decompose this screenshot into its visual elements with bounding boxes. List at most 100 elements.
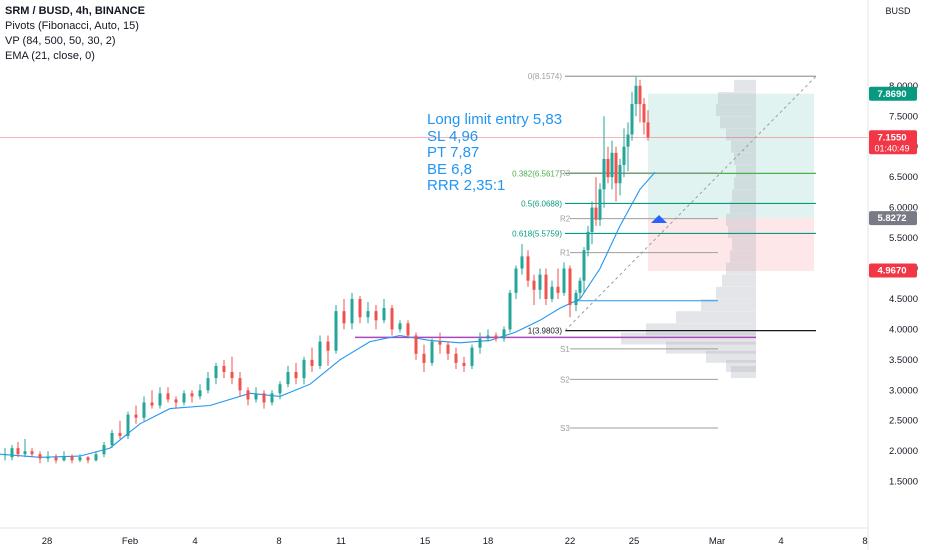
price-tick: 2.5000 — [889, 416, 918, 427]
annotation-pt: PT 7,87 — [427, 144, 480, 161]
candle-body — [430, 341, 434, 363]
candle-body — [182, 393, 186, 403]
fib-label: 0.382(6.5617) — [512, 169, 562, 178]
volume-bar — [732, 238, 756, 251]
candle-body — [544, 274, 548, 299]
candle-body — [538, 274, 542, 290]
time-tick: 11 — [336, 536, 346, 547]
position-boxes — [648, 93, 814, 271]
time-tick: 4 — [778, 536, 783, 547]
candle-body — [30, 451, 34, 455]
candle-body — [126, 414, 130, 436]
candle-body — [532, 280, 536, 290]
candle-body — [158, 393, 162, 406]
candle-body — [646, 122, 650, 138]
candle-body — [602, 158, 606, 190]
volume-bar — [646, 323, 756, 336]
time-tick: 15 — [420, 536, 431, 547]
candle-body — [382, 308, 386, 321]
ema-path — [0, 171, 656, 458]
volume-bar — [731, 140, 756, 153]
price-badge-value: 7.8690 — [877, 89, 906, 100]
chart-header: SRM / BUSD, 4h, BINANCE Pivots (Fibonacc… — [5, 4, 145, 64]
price-badge — [869, 211, 917, 226]
time-tick: 28 — [42, 536, 53, 547]
candle-body — [10, 448, 14, 458]
candle-body — [550, 286, 554, 299]
candle-body — [78, 457, 82, 461]
price-badge-value: 4.9670 — [877, 266, 906, 277]
candle-body — [302, 359, 306, 379]
candle-body — [568, 268, 572, 306]
volume-bar — [676, 311, 756, 324]
price-badge — [869, 130, 917, 155]
candle-body — [366, 311, 370, 318]
volume-bar — [701, 299, 756, 312]
volume-bar — [720, 116, 756, 129]
volume-bar — [621, 332, 756, 345]
indicator-ema[interactable]: EMA (21, close, 0) — [5, 50, 95, 62]
annotation-entry: Long limit entry 5,83 — [427, 111, 563, 128]
candle-body — [638, 85, 642, 105]
candle-body — [406, 323, 410, 336]
annotation-be: BE 6,8 — [427, 160, 473, 178]
candle-body — [278, 384, 282, 394]
time-axis[interactable]: 28 Feb 4 8 11 15 18 22 25 Mar 4 8 — [0, 527, 868, 547]
price-tick: 7.5000 — [889, 111, 918, 122]
price-tick: 4.5000 — [889, 294, 918, 305]
volume-bar — [728, 225, 756, 238]
candle-body — [398, 323, 402, 330]
candle-body — [174, 399, 178, 403]
candle-body — [38, 454, 42, 459]
volume-bar — [734, 79, 756, 92]
trade-annotation: Long limit entry 5,83 SL 4,96 PT 7,87 BE… — [427, 111, 563, 195]
price-tick: 8.0000 — [889, 81, 918, 92]
candle-body — [634, 85, 638, 105]
entry-arrow — [651, 215, 667, 223]
time-tick: 25 — [629, 536, 640, 547]
volume-bar — [734, 177, 756, 190]
candle-body — [578, 280, 582, 293]
price-tick: 1.5000 — [889, 477, 918, 488]
candle-body — [238, 378, 242, 391]
time-tick: 8 — [276, 536, 281, 547]
candle-body — [610, 152, 614, 178]
candle-body — [358, 298, 362, 318]
volume-bar — [718, 91, 756, 104]
price-tick: 5.5000 — [889, 233, 918, 244]
volume-bar — [732, 189, 756, 202]
candle-body — [574, 292, 578, 306]
candle-body — [190, 393, 194, 397]
volume-bar — [706, 350, 756, 363]
candle-body — [62, 456, 66, 461]
price-badge — [869, 263, 917, 278]
candle-body — [438, 341, 442, 345]
annotation-sl: SL 4,96 — [427, 127, 479, 145]
price-badge — [869, 86, 917, 101]
candle-body — [414, 335, 418, 354]
price-badge-value: 5.8272 — [877, 213, 906, 224]
candle-body — [390, 308, 394, 330]
candle-body — [334, 311, 338, 351]
candle-body — [222, 365, 226, 373]
fib-label: 0(8.1574) — [528, 72, 563, 81]
candle-body — [102, 445, 106, 455]
volume-bar — [734, 152, 756, 165]
time-tick: 8 — [862, 536, 867, 547]
indicator-vp[interactable]: VP (84, 500, 50, 30, 2) — [5, 35, 116, 47]
candles — [3, 76, 650, 464]
candle-body — [606, 158, 610, 178]
volume-bar — [716, 286, 756, 299]
price-axis[interactable]: BUSD8.00007.50007.00006.50006.00005.5000… — [867, 0, 918, 550]
price-badge-timer: 01:40:49 — [874, 143, 909, 153]
candle-body — [294, 372, 298, 379]
candle-body — [46, 457, 50, 459]
pivot-label: R3 — [560, 169, 571, 178]
time-tick: 22 — [565, 536, 576, 547]
candle-body — [614, 152, 618, 184]
currency-label: BUSD — [885, 6, 911, 16]
ema-line — [0, 171, 656, 458]
indicator-pivots[interactable]: Pivots (Fibonacci, Auto, 15) — [5, 20, 139, 32]
candle-body — [590, 207, 594, 232]
